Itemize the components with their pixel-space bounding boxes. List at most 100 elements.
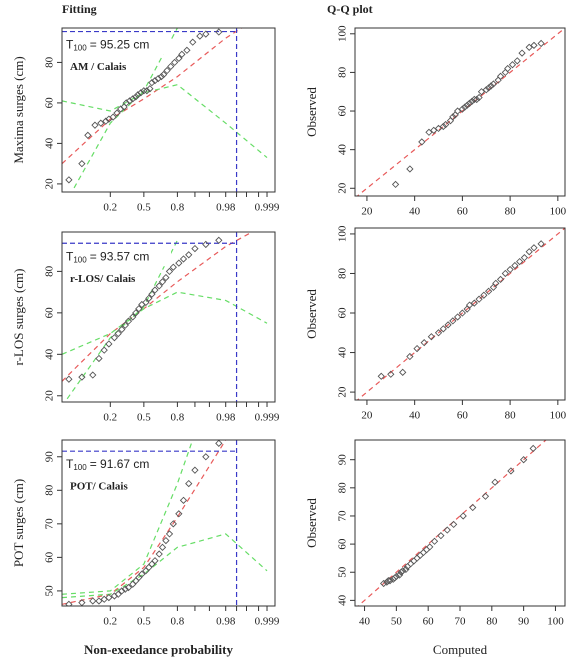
y-tick-label: 40 — [337, 594, 349, 606]
x-tick-label: 0.2 — [103, 616, 117, 628]
annotation-box — [63, 34, 171, 55]
plot-area — [62, 232, 268, 402]
point — [84, 131, 92, 139]
point — [519, 456, 528, 464]
point — [516, 257, 524, 266]
y-axis-label: Observed — [304, 498, 319, 548]
point — [124, 583, 133, 592]
point — [470, 299, 478, 307]
point — [97, 119, 105, 127]
point — [449, 113, 457, 121]
point — [125, 97, 134, 105]
point — [179, 255, 188, 263]
point — [530, 41, 538, 50]
x-axis-label: Computed — [433, 642, 488, 657]
point — [537, 240, 545, 248]
point — [215, 28, 223, 36]
point — [501, 269, 509, 278]
point — [65, 600, 73, 606]
y-tick-label: 20 — [44, 178, 56, 190]
return-symbol: T — [66, 457, 74, 471]
point — [508, 61, 517, 69]
point — [65, 176, 73, 184]
x-tick-label: 40 — [359, 616, 371, 628]
point — [121, 321, 129, 329]
point — [154, 74, 162, 83]
point — [484, 84, 493, 92]
point — [114, 590, 122, 598]
plot-area — [357, 440, 547, 606]
return-level-text: T100 = 95.25 cm — [66, 38, 149, 53]
annotation-box — [63, 246, 171, 267]
x-tick-label: 80 — [505, 206, 517, 218]
x-tick-label: 60 — [423, 616, 435, 628]
point — [449, 317, 457, 325]
point — [484, 287, 493, 295]
y-tick-label: 20 — [44, 390, 56, 402]
point — [162, 273, 170, 282]
point — [465, 301, 474, 309]
point — [387, 370, 395, 378]
point — [419, 548, 428, 557]
point — [491, 478, 499, 486]
point — [175, 259, 183, 267]
point — [129, 95, 137, 103]
x-tick-label: 0.98 — [216, 616, 236, 628]
x-tick-label: 60 — [457, 410, 469, 422]
point — [155, 550, 163, 558]
point — [392, 572, 401, 581]
point — [95, 354, 103, 363]
point — [146, 85, 154, 93]
point — [78, 373, 86, 381]
point — [439, 325, 447, 333]
plot-area — [62, 440, 268, 606]
y-tick-label: 40 — [337, 347, 349, 359]
point — [386, 577, 394, 585]
point — [137, 89, 145, 97]
return-subscript: 100 — [73, 463, 87, 472]
plot-area — [62, 28, 268, 192]
point — [420, 339, 428, 347]
point — [437, 532, 445, 540]
point — [105, 593, 113, 602]
point — [151, 286, 159, 294]
y-axis-label: r-LOS surges (cm) — [11, 269, 26, 366]
return-level-text: T100 = 93.57 cm — [66, 249, 149, 264]
point — [151, 557, 159, 565]
y-tick-label: 60 — [337, 105, 349, 117]
x-tick-label: 40 — [409, 206, 421, 218]
y-tick-label: 80 — [337, 66, 349, 78]
y-tick-label: 100 — [337, 25, 349, 42]
point — [402, 565, 410, 574]
point — [427, 333, 436, 341]
point — [449, 520, 458, 529]
point — [148, 290, 156, 298]
return-subscript: 100 — [73, 255, 87, 264]
plot-area — [356, 228, 565, 400]
point — [492, 279, 500, 287]
point — [138, 570, 146, 578]
panel-title: Fitting — [62, 2, 97, 16]
point — [413, 554, 421, 562]
point — [179, 496, 188, 505]
point — [159, 70, 168, 79]
point — [418, 138, 426, 146]
point — [185, 251, 193, 259]
x-tick-label: 0.5 — [137, 616, 151, 628]
y-tick-label: 90 — [44, 451, 56, 463]
point — [196, 32, 204, 40]
y-tick-label: 80 — [44, 265, 56, 277]
point — [496, 72, 505, 80]
x-tick-label: 100 — [547, 616, 564, 628]
point — [169, 263, 177, 271]
x-tick-label: 0.999 — [255, 412, 280, 424]
point — [383, 578, 391, 586]
station-label: POT/ Calais — [70, 481, 128, 493]
point — [482, 86, 490, 94]
point — [481, 492, 490, 500]
y-tick-label: 60 — [44, 551, 56, 563]
point — [511, 261, 519, 270]
return-symbol: T — [66, 38, 74, 52]
x-tick-label: 0.5 — [137, 202, 151, 214]
y-tick-label: 60 — [337, 307, 349, 319]
